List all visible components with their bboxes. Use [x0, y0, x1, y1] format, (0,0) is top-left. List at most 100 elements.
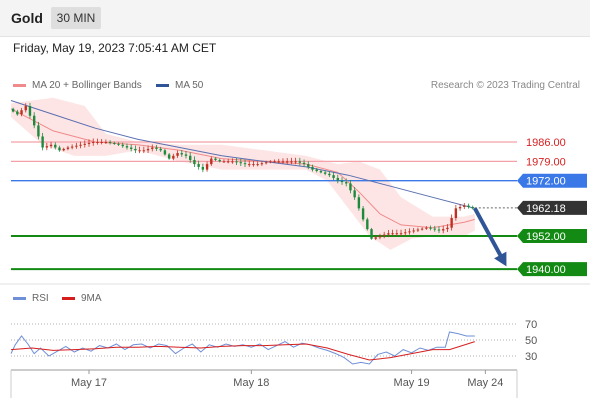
candle-body — [285, 161, 289, 163]
candle — [79, 141, 82, 149]
candle-body — [332, 175, 335, 178]
candle — [142, 146, 146, 154]
candle-body — [248, 164, 251, 166]
candle-body — [24, 106, 27, 111]
legend-ma20: MA 20 + Bollinger Bands — [13, 80, 142, 91]
candle-body — [429, 227, 432, 229]
candle-body — [32, 115, 36, 126]
candle-body — [404, 232, 407, 234]
candle-body — [180, 153, 183, 155]
candle — [256, 161, 259, 167]
candle — [353, 187, 356, 200]
candle — [75, 142, 78, 149]
candle — [277, 158, 280, 164]
candle — [260, 160, 264, 166]
candle — [463, 203, 466, 210]
candle-body — [45, 146, 49, 148]
candle-body — [83, 143, 86, 145]
candle — [454, 204, 458, 221]
pivot-tag-label-2: 1972.00 — [526, 176, 566, 188]
candle-body — [387, 233, 390, 235]
candle — [433, 225, 436, 232]
candle-body — [159, 148, 162, 151]
candle-body — [378, 236, 382, 238]
candle-body — [121, 144, 124, 147]
candle-body — [446, 227, 449, 230]
candle-body — [87, 142, 91, 144]
candle-body — [66, 147, 70, 149]
candle — [146, 145, 150, 154]
candle-body — [252, 164, 255, 166]
current-tag-label-3: 1962.18 — [526, 203, 566, 215]
candle — [446, 224, 449, 232]
candle-body — [41, 136, 44, 148]
legend-label-ma50: MA 50 — [175, 80, 204, 91]
candle-body — [184, 154, 188, 156]
candle-body — [399, 233, 403, 235]
candle — [361, 205, 365, 222]
candle — [70, 144, 74, 150]
candle — [210, 156, 213, 166]
candle-body — [210, 158, 213, 165]
candle-body — [294, 161, 297, 163]
candle — [248, 160, 251, 167]
timeframe-button[interactable]: 30 MIN — [51, 7, 101, 29]
legend-rsi-ma: 9MA — [62, 293, 102, 304]
candle-body — [142, 150, 146, 152]
candle — [412, 227, 415, 234]
candle — [382, 231, 386, 239]
resistance-label-0: 1986.00 — [526, 137, 566, 149]
legend-ma50: MA 50 — [156, 80, 203, 91]
candle — [193, 156, 196, 167]
candle-body — [146, 148, 150, 151]
candle-body — [395, 233, 399, 235]
candle — [129, 144, 133, 152]
candle-body — [222, 161, 226, 163]
candles-layer — [11, 102, 474, 241]
candle-body — [458, 206, 462, 209]
candle — [159, 146, 162, 152]
candle — [298, 157, 302, 166]
candle — [28, 102, 32, 119]
candle-body — [319, 171, 323, 173]
legend-label-ma20: MA 20 + Bollinger Bands — [32, 80, 142, 91]
credit-text: Research © 2023 Trading Central — [430, 80, 580, 91]
candle-body — [176, 153, 179, 156]
candle-body — [92, 142, 95, 143]
candle-body — [37, 125, 40, 137]
candle — [108, 140, 112, 145]
candle — [104, 139, 108, 145]
candle — [391, 229, 394, 237]
candle-body — [205, 164, 209, 170]
support-tag-5 — [517, 262, 587, 277]
candle — [281, 158, 285, 164]
pivot-tag-2 — [517, 173, 587, 188]
candle — [176, 150, 179, 158]
timestamp: Friday, May 19, 2023 7:05:41 AM CET — [13, 41, 217, 55]
candle — [416, 227, 420, 232]
candle — [58, 145, 61, 152]
candle-body — [467, 205, 470, 207]
candle — [96, 138, 99, 145]
candle-body — [340, 180, 344, 183]
forecast-arrow-head — [494, 251, 507, 267]
candle-body — [349, 183, 352, 191]
candle — [319, 169, 323, 174]
candle — [83, 140, 86, 148]
candle — [420, 227, 424, 231]
candle-body — [197, 164, 200, 167]
candle-body — [412, 230, 415, 232]
candle-body — [167, 154, 171, 159]
level-tags-layer: 1986.00 1979.00 1972.00 1962.18 1952.00 1940.… — [517, 137, 587, 277]
candle — [180, 149, 183, 157]
candle-body — [189, 155, 192, 160]
candle-body — [16, 111, 19, 115]
candle-body — [214, 158, 217, 160]
legend-swatch-ma50 — [156, 84, 169, 87]
candle — [189, 152, 192, 163]
candle-body — [193, 159, 196, 165]
candle — [328, 171, 331, 178]
x-tick-label-2: May 19 — [394, 377, 430, 389]
candle-body — [75, 145, 78, 147]
